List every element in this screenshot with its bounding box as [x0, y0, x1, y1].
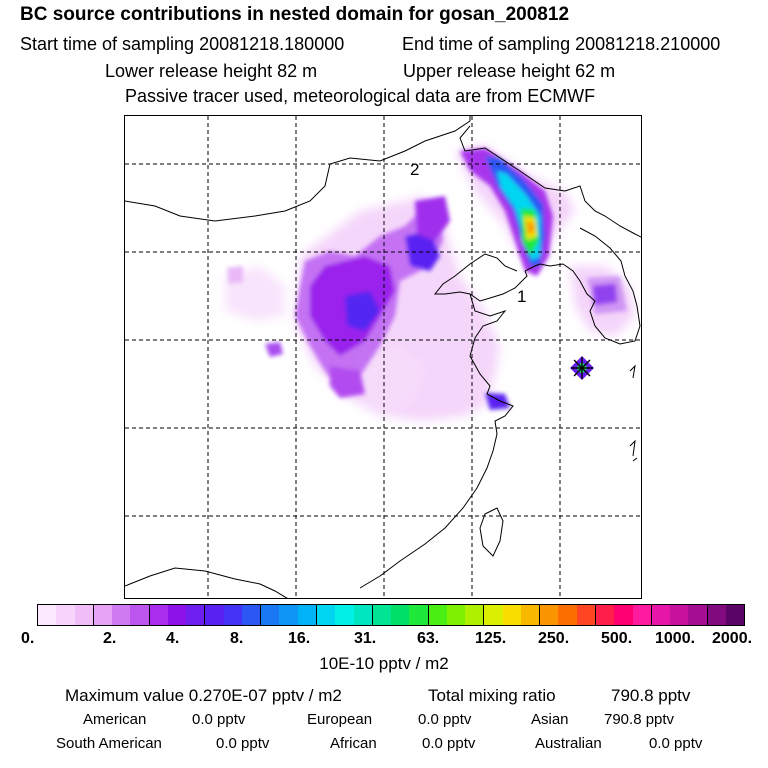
map-panel: 2 1 [124, 115, 642, 599]
concentration-field [225, 146, 635, 421]
colorbar-segment [502, 605, 521, 625]
colorbar-segment [465, 605, 485, 625]
colorbar-segment [391, 605, 410, 625]
colorbar-segment [167, 605, 187, 625]
shandong [469, 293, 514, 435]
colorbar-segment [241, 605, 262, 625]
total-mixing-label: Total mixing ratio [428, 686, 556, 705]
colorbar-segment [688, 605, 708, 625]
colorbar-segment [372, 605, 392, 625]
colorbar-tick-0: 0. [21, 630, 35, 647]
east-coast-south [359, 433, 498, 589]
korea-border [539, 227, 641, 345]
colorbar-tick-6: 63. [417, 630, 440, 647]
receptor-star-marker [570, 356, 594, 380]
region-asian-value: 790.8 pptv [604, 711, 675, 728]
lower-release-height: Lower release height 82 m [105, 61, 318, 81]
colorbar-segment [261, 605, 280, 625]
colorbar-segment [56, 605, 75, 625]
colorbar-segment [353, 605, 373, 625]
blob-south [330, 366, 365, 398]
total-mixing-value: 790.8 pptv [611, 686, 691, 705]
colorbar-tick-3: 8. [230, 630, 244, 647]
blob-korea-purple [587, 276, 627, 314]
liaodong [524, 263, 541, 272]
map-grid [125, 116, 641, 598]
colorbar-segment [576, 605, 596, 625]
colorbar-tick-4: 16. [288, 630, 311, 647]
colorbar-segment [93, 605, 113, 625]
region-african-name: African [330, 735, 377, 752]
colorbar-tick-11: 2000. [712, 630, 753, 647]
plume-haze-sw [355, 346, 425, 416]
color-scale-bar [37, 604, 745, 626]
region-australian-name: Australian [535, 735, 602, 752]
bohai-coast [433, 253, 528, 302]
colorbar-segment [595, 605, 615, 625]
colorbar-tick-10: 1000. [655, 630, 696, 647]
maximum-value: Maximum value 0.270E-07 pptv / m2 [65, 686, 342, 705]
colorbar-segment [205, 605, 224, 625]
colorbar-tick-8: 250. [538, 630, 570, 647]
map-label-2: 2 [410, 160, 419, 179]
colorbar-segment [335, 605, 354, 625]
plot-title: BC source contributions in nested domain… [20, 4, 570, 25]
region-australian-value: 0.0 pptv [649, 735, 703, 752]
colorbar-segment [186, 605, 206, 625]
colorbar-segment [707, 605, 726, 625]
colorbar-segment [223, 605, 242, 625]
plume-purple-north [415, 196, 450, 241]
ne-plume-orange [527, 222, 534, 233]
plume-blue-ne [405, 231, 440, 271]
colorbar-segment [540, 605, 559, 625]
colorbar-tick-5: 31. [354, 630, 377, 647]
region-african-value: 0.0 pptv [422, 735, 476, 752]
colorbar-segment [651, 605, 671, 625]
taiwan [479, 507, 504, 557]
colorbar-segment [409, 605, 429, 625]
colorbar-tick-9: 500. [601, 630, 633, 647]
colorbar-segment [130, 605, 150, 625]
colorbar-segment [484, 605, 503, 625]
region-american-name: American [83, 711, 147, 728]
tracer-note: Passive tracer used, meteorological data… [125, 86, 596, 106]
colorbar-segment [74, 605, 94, 625]
map-label-1: 1 [517, 287, 526, 306]
colorbar-segment [316, 605, 336, 625]
colorbar-segment [614, 605, 633, 625]
blob-west [265, 342, 283, 357]
blob-shanghai [485, 393, 510, 410]
region-american-value: 0.0 pptv [192, 711, 246, 728]
colorbar-segment [428, 605, 447, 625]
map-canvas: 2 1 [125, 116, 641, 598]
colorbar-segment [112, 605, 131, 625]
colorbar-segment [725, 605, 745, 625]
region-european-value: 0.0 pptv [418, 711, 472, 728]
interior-border [125, 567, 288, 598]
end-time: End time of sampling 20081218.210000 [402, 34, 721, 54]
colorbar-tick-7: 125. [475, 630, 507, 647]
colorbar-segment [632, 605, 652, 625]
plume-blue-center [345, 291, 380, 331]
colorbar-tick-2: 4. [166, 630, 180, 647]
colorbar-segment [558, 605, 577, 625]
colorbar-segment [446, 605, 466, 625]
japan-islands [629, 364, 638, 462]
region-south-american-name: South American [56, 735, 162, 752]
blob-far-west [227, 266, 243, 284]
colorbar-segment [38, 605, 57, 625]
ne-border [459, 125, 641, 238]
colorbar-segment [670, 605, 689, 625]
colorbar-segment [297, 605, 317, 625]
region-south-american-value: 0.0 pptv [216, 735, 270, 752]
upper-release-height: Upper release height 62 m [403, 61, 616, 81]
colorbar-segment [149, 605, 168, 625]
colorbar-tick-1: 2. [103, 630, 117, 647]
colorbar-units: 10E-10 pptv / m2 [319, 654, 449, 673]
region-asian-name: Asian [531, 711, 569, 728]
colorbar-segment [520, 605, 541, 625]
region-european-name: European [307, 711, 373, 728]
start-time: Start time of sampling 20081218.180000 [20, 34, 345, 54]
colorbar-segment [279, 605, 298, 625]
